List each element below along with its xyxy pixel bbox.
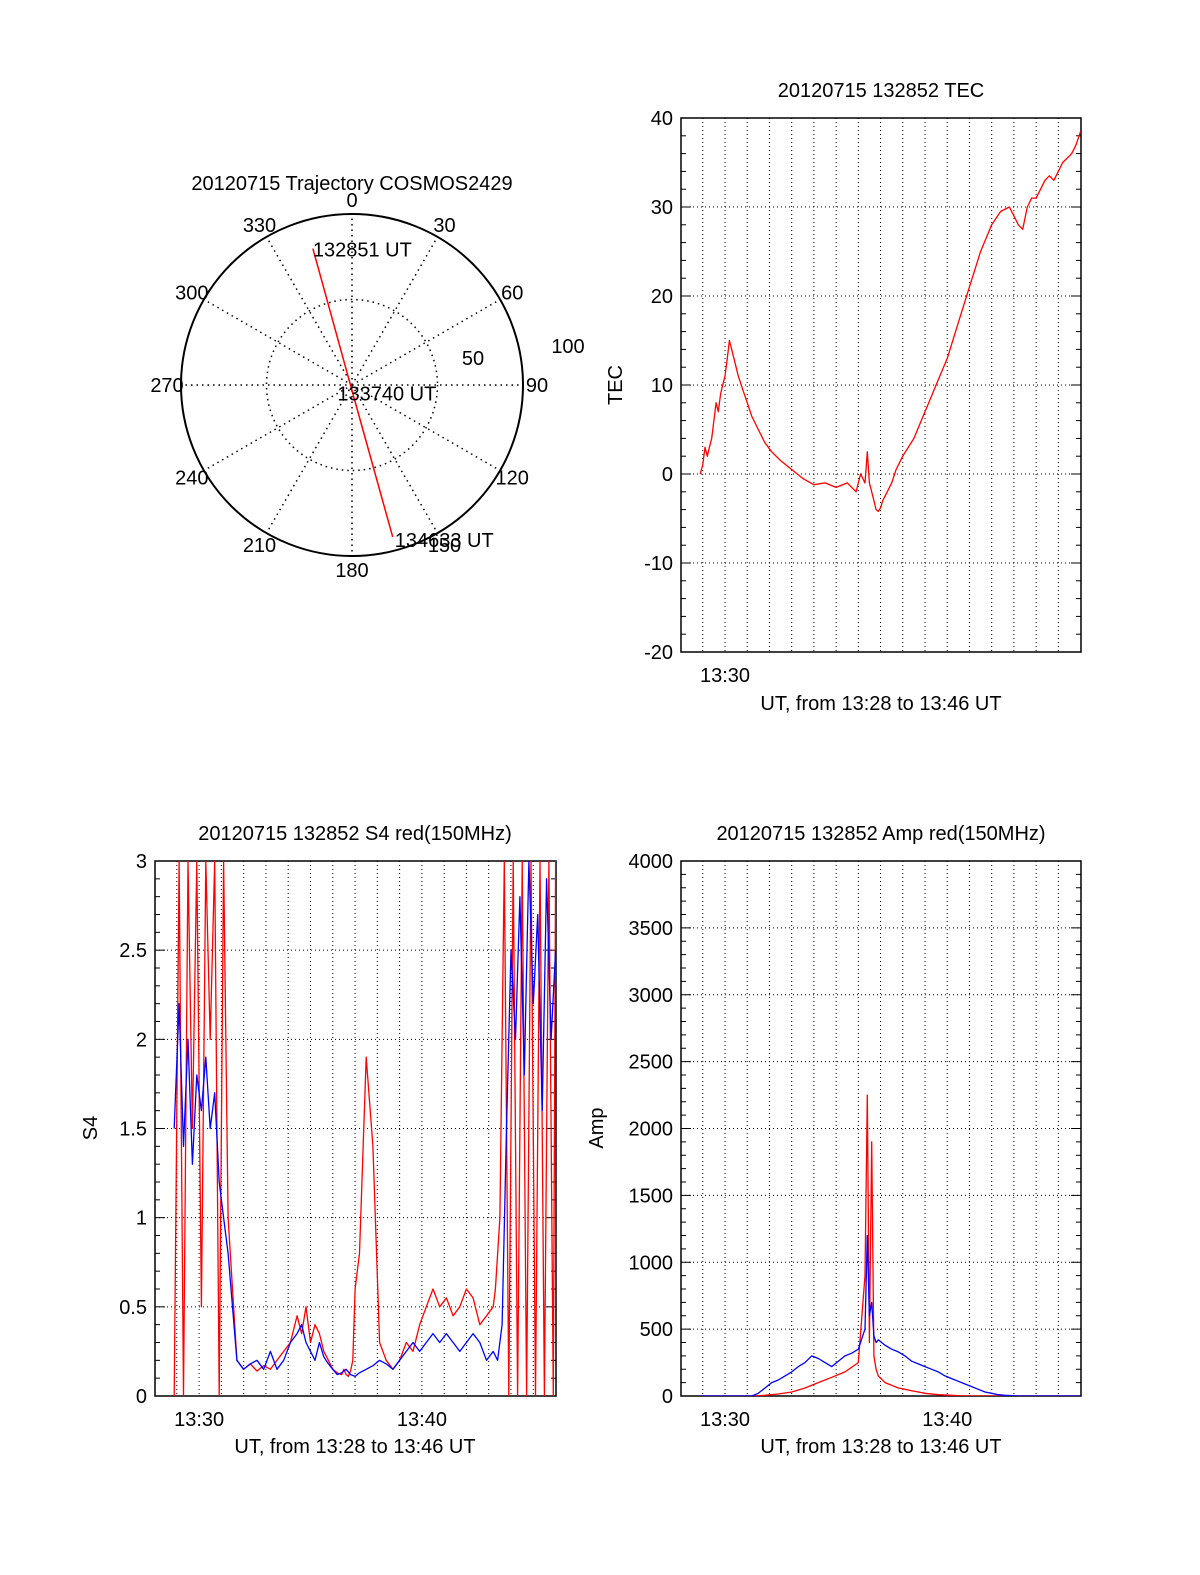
tec-xlabel: UT, from 13:28 to 13:46 UT	[760, 693, 1001, 715]
tec-series	[699, 131, 1081, 513]
polar-spoke	[265, 236, 353, 386]
amp-ylabel: Amp	[586, 1107, 608, 1148]
polar-spoke	[203, 298, 353, 386]
y-tick-label: 0	[662, 464, 673, 486]
y-tick-label: 30	[651, 197, 673, 219]
s4-ylabel: S4	[80, 1116, 102, 1140]
plot-frame	[154, 860, 557, 1397]
y-tick-label: 2.5	[119, 940, 147, 962]
tec-axes: -20 -10 0 10 20 30 40 13:30	[644, 108, 1082, 687]
x-tick-label: 13:30	[174, 1409, 224, 1431]
azimuth-label: 60	[501, 283, 523, 305]
x-tick-label: 13:40	[922, 1409, 972, 1431]
series-line-blue	[700, 1234, 1081, 1396]
amp-axes: 0 500 1000 1500 2000 2500 3000 3500 4000 13:30 13:…	[629, 851, 1082, 1431]
series-line-red	[700, 1094, 1081, 1396]
polar-spoke	[351, 384, 439, 534]
s4-title: 20120715 132852 S4 red(150MHz)	[198, 823, 512, 845]
azimuth-label: 300	[175, 283, 208, 305]
tec-title: 20120715 132852 TEC	[778, 80, 984, 102]
series-line-red	[699, 131, 1081, 513]
track-time-label: 132851 UT	[313, 240, 412, 262]
polar-labels: 0 30 60 90 120 150 180 210 240 270 300 330 50 100	[150, 190, 584, 582]
y-tick-label: 2500	[629, 1052, 674, 1074]
y-tick-label: 20	[651, 286, 673, 308]
y-tick-label: 1500	[629, 1185, 674, 1207]
x-tick-label: 13:30	[700, 1409, 750, 1431]
polar-spoke	[203, 384, 353, 472]
y-tick-label: 3	[136, 851, 147, 873]
polar-ring	[265, 298, 439, 472]
trajectory-polar-panel: 20120715 Trajectory COSMOS2429 0 30 60 90 12…	[150, 173, 584, 582]
y-tick-label: -10	[644, 553, 673, 575]
azimuth-label: 150	[428, 535, 461, 557]
azimuth-label: 270	[150, 375, 183, 397]
y-tick-label: -20	[644, 642, 673, 664]
s4-xlabel: UT, from 13:28 to 13:46 UT	[234, 1436, 475, 1458]
y-tick-label: 1000	[629, 1252, 674, 1274]
y-tick-label: 0	[662, 1386, 673, 1408]
x-tick-label: 13:40	[397, 1409, 447, 1431]
s4-series	[173, 861, 556, 1396]
azimuth-label: 30	[433, 215, 455, 237]
series-line-blue	[173, 861, 556, 1378]
trajectory-line	[312, 248, 394, 538]
y-tick-label: 1	[136, 1208, 147, 1230]
plot-frame	[680, 860, 1082, 1397]
azimuth-label: 90	[526, 375, 548, 397]
azimuth-label: 180	[335, 560, 368, 582]
y-tick-label: 2000	[629, 1119, 674, 1141]
azimuth-label: 240	[175, 468, 208, 490]
y-tick-label: 2	[136, 1029, 147, 1051]
polar-grid	[180, 213, 524, 557]
ring-label: 100	[551, 336, 584, 358]
amp-series	[700, 1094, 1081, 1396]
y-tick-label: 1.5	[119, 1119, 147, 1141]
y-tick-label: 40	[651, 108, 673, 130]
tec-ylabel: TEC	[605, 365, 627, 405]
amp-xlabel: UT, from 13:28 to 13:46 UT	[760, 1436, 1001, 1458]
y-tick-label: 500	[640, 1319, 673, 1341]
polar-spoke	[351, 236, 439, 386]
track-time-label: 134633 UT	[395, 530, 494, 552]
azimuth-label: 120	[496, 468, 529, 490]
y-tick-label: 0	[136, 1386, 147, 1408]
azimuth-label: 210	[243, 535, 276, 557]
plot-frame	[680, 117, 1082, 653]
ring-label: 50	[462, 348, 484, 370]
track-time-label: 133740 UT	[337, 383, 436, 405]
polar-spoke	[265, 384, 353, 534]
y-tick-label: 0.5	[119, 1297, 147, 1319]
trajectory-title: 20120715 Trajectory COSMOS2429	[191, 173, 512, 195]
x-tick-label: 13:30	[700, 665, 750, 687]
amp-title: 20120715 132852 Amp red(150MHz)	[716, 823, 1045, 845]
trajectory-track: 132851 UT 133740 UT 134633 UT	[312, 240, 494, 552]
polar-spoke	[351, 384, 501, 472]
tec-panel: 20120715 132852 TEC TEC UT, from 13:28 t…	[605, 80, 1082, 715]
amp-panel: 20120715 132852 Amp red(150MHz) Amp UT, …	[586, 823, 1082, 1458]
azimuth-label: 330	[243, 215, 276, 237]
y-tick-label: 3500	[629, 918, 674, 940]
y-tick-label: 3000	[629, 985, 674, 1007]
azimuth-label: 0	[346, 190, 357, 212]
series-line-red	[173, 861, 556, 1396]
s4-panel: 20120715 132852 S4 red(150MHz) S4 UT, fr…	[80, 823, 557, 1458]
polar-spoke	[351, 298, 501, 386]
s4-axes: 0 0.5 1 1.5 2 2.5 3 13:30 13:40	[119, 851, 557, 1431]
y-tick-label: 10	[651, 375, 673, 397]
y-tick-label: 4000	[629, 851, 674, 873]
